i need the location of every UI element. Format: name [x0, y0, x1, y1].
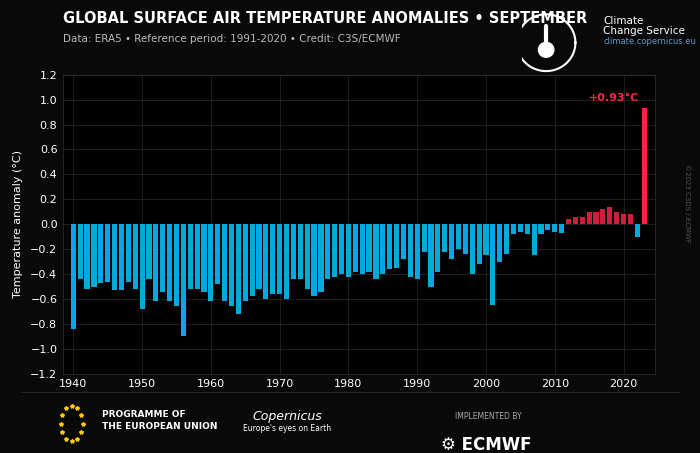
Bar [463, 224, 468, 254]
Bar [484, 224, 489, 255]
Bar [552, 224, 557, 232]
Bar [339, 224, 344, 274]
Bar [277, 224, 282, 294]
Circle shape [538, 42, 554, 57]
Bar [215, 224, 220, 284]
Text: GLOBAL SURFACE AIR TEMPERATURE ANOMALIES • SEPTEMBER: GLOBAL SURFACE AIR TEMPERATURE ANOMALIES… [63, 11, 587, 26]
Bar [573, 217, 578, 224]
Bar [435, 224, 440, 272]
Bar [270, 224, 275, 294]
Bar [635, 224, 640, 237]
Bar [78, 224, 83, 279]
Bar [477, 224, 482, 264]
Bar [373, 224, 379, 279]
Bar [98, 224, 104, 283]
Bar [181, 224, 186, 337]
Text: +0.93°C: +0.93°C [589, 93, 639, 103]
Bar [222, 224, 228, 302]
Bar [188, 224, 193, 289]
Bar [442, 224, 447, 252]
Bar [112, 224, 117, 290]
Bar [394, 224, 399, 268]
Bar [531, 224, 537, 255]
Bar [587, 212, 592, 224]
Bar [209, 224, 214, 302]
Text: Change Service: Change Service [603, 26, 685, 36]
Bar [380, 224, 386, 274]
Bar [139, 224, 145, 309]
Bar [146, 224, 152, 279]
Bar [607, 207, 612, 224]
Bar [318, 224, 323, 292]
Bar [408, 224, 413, 276]
Bar [504, 224, 509, 254]
Text: Climate: Climate [603, 16, 644, 26]
Bar [243, 224, 248, 302]
Bar [614, 212, 620, 224]
Bar [594, 212, 598, 224]
Text: climate.copernicus.eu: climate.copernicus.eu [603, 37, 696, 46]
Bar [545, 224, 550, 231]
Bar [367, 224, 372, 272]
Bar [284, 224, 289, 299]
Bar [414, 224, 420, 279]
Bar [119, 224, 124, 290]
Bar [236, 224, 241, 314]
Bar [456, 224, 461, 249]
Bar [559, 224, 564, 233]
Bar [628, 214, 633, 224]
Text: PROGRAMME OF: PROGRAMME OF [102, 410, 185, 419]
Text: THE EUROPEAN UNION: THE EUROPEAN UNION [102, 422, 217, 431]
Bar [346, 224, 351, 276]
Bar [421, 224, 427, 252]
Text: Copernicus: Copernicus [252, 410, 322, 423]
Bar [71, 224, 76, 329]
Bar [290, 224, 296, 279]
Bar [580, 217, 585, 224]
Bar [566, 219, 571, 224]
Text: ©2023 C3DS / ECMWF: ©2023 C3DS / ECMWF [683, 164, 690, 243]
Bar [490, 224, 496, 305]
Bar [167, 224, 172, 302]
Bar [518, 224, 523, 232]
Bar [229, 224, 234, 307]
Bar [497, 224, 503, 262]
Text: IMPLEMENTED BY: IMPLEMENTED BY [455, 412, 522, 421]
Bar [449, 224, 454, 259]
Bar [353, 224, 358, 272]
Bar [132, 224, 138, 289]
Bar [126, 224, 131, 282]
Bar [174, 224, 179, 307]
Bar [263, 224, 269, 299]
Bar [332, 224, 337, 276]
Bar [428, 224, 433, 287]
Bar [304, 224, 309, 289]
Y-axis label: Temperature anomaly (°C): Temperature anomaly (°C) [13, 150, 23, 298]
Bar [85, 224, 90, 289]
Bar [105, 224, 111, 282]
Bar [387, 224, 392, 269]
Bar [160, 224, 165, 292]
Bar [525, 224, 530, 234]
Bar [470, 224, 475, 274]
Bar [312, 224, 316, 297]
Bar [195, 224, 200, 289]
Bar [250, 224, 255, 297]
Bar [511, 224, 516, 234]
Bar [538, 224, 544, 234]
Bar [92, 224, 97, 287]
Bar [326, 224, 330, 279]
Bar [256, 224, 262, 289]
Text: Data: ERA5 • Reference period: 1991-2020 • Credit: C3S/ECMWF: Data: ERA5 • Reference period: 1991-2020… [63, 34, 400, 44]
Text: Europe's eyes on Earth: Europe's eyes on Earth [243, 424, 331, 433]
Bar [621, 214, 626, 224]
Bar [298, 224, 303, 279]
Bar [401, 224, 406, 259]
Bar [642, 108, 647, 224]
Bar [202, 224, 206, 292]
Bar [153, 224, 158, 302]
Bar [601, 209, 606, 224]
Text: ⚙ ECMWF: ⚙ ECMWF [441, 436, 531, 453]
Bar [360, 224, 365, 274]
